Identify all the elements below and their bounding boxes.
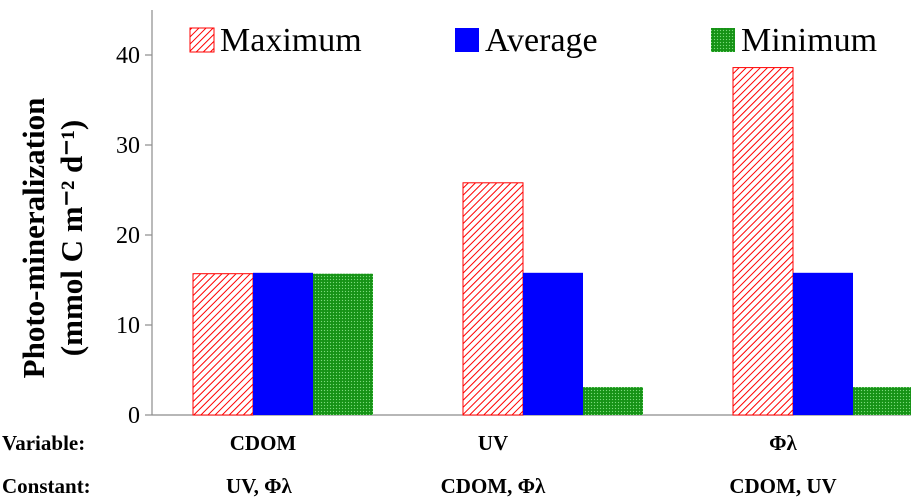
y-axis-label-line1: Photo-mineralization: [16, 98, 51, 379]
y-tick-label: 0: [128, 403, 140, 429]
bar-minimum-1: [313, 273, 373, 415]
variable-label: CDOM: [230, 431, 297, 455]
variable-label: Φλ: [769, 431, 797, 455]
constant-label: CDOM, Φλ: [441, 474, 546, 498]
legend: Maximum Average Minimum: [189, 22, 877, 59]
y-tick-label: 10: [116, 313, 140, 339]
constant-row-label: Constant:: [2, 474, 91, 498]
constant-label: UV, Φλ: [226, 474, 293, 498]
y-axis-label-line2: (mmol C m⁻² d⁻¹): [54, 120, 89, 356]
bar-maximum-3: [732, 67, 794, 416]
y-tick-label: 30: [116, 133, 140, 159]
legend-label-average: Average: [485, 22, 598, 59]
category-labels: Variable: Constant: CDOM UV, Φλ UV CDOM, Φλ…: [2, 431, 837, 498]
legend-swatch-minimum: [711, 28, 735, 52]
constant-label: CDOM, UV: [729, 474, 836, 498]
y-tick-label: 40: [116, 43, 140, 69]
bars: [192, 67, 911, 416]
y-ticks: 0 10 20 30 40: [116, 43, 152, 429]
bar-average-2: [523, 272, 583, 415]
legend-swatch-maximum: [189, 27, 215, 53]
legend-label-maximum: Maximum: [220, 22, 362, 59]
bar-average-3: [793, 272, 853, 415]
bar-maximum-1: [192, 273, 254, 416]
variable-label: UV: [478, 431, 508, 455]
legend-label-minimum: Minimum: [741, 22, 877, 59]
legend-swatch-average: [455, 28, 479, 52]
bar-average-1: [253, 272, 313, 415]
variable-row-label: Variable:: [2, 431, 85, 455]
bar-minimum-3: [853, 387, 911, 415]
bar-minimum-2: [583, 387, 643, 415]
bar-maximum-2: [462, 182, 524, 416]
y-tick-label: 20: [116, 223, 140, 249]
